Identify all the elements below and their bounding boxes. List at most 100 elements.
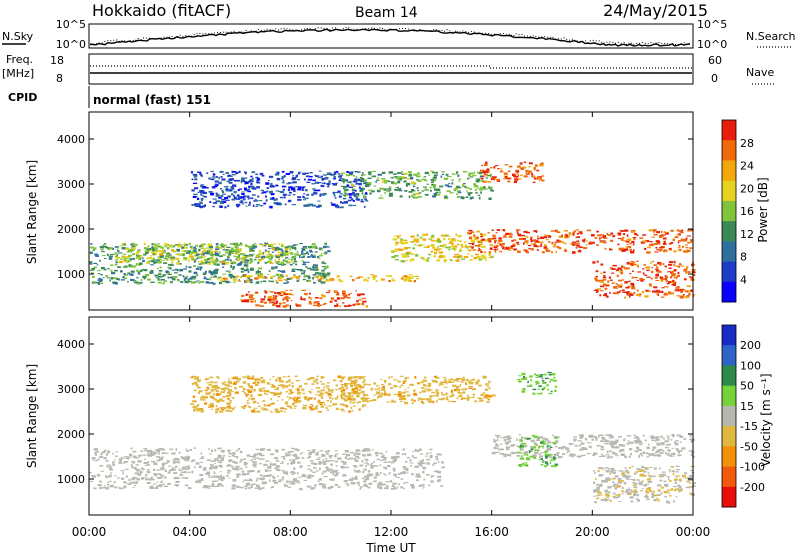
echo-cell xyxy=(449,395,454,398)
echo-cell xyxy=(499,443,503,445)
echo-cell xyxy=(441,394,445,396)
echo-cell xyxy=(398,393,402,397)
echo-cell xyxy=(342,404,347,406)
echo-cell xyxy=(240,256,245,259)
echo-cell xyxy=(583,238,586,240)
echo-cell xyxy=(368,171,372,174)
echo-cell xyxy=(311,475,315,477)
echo-cell xyxy=(520,174,523,176)
echo-cell xyxy=(638,449,642,452)
echo-cell xyxy=(407,386,410,389)
echo-cell xyxy=(419,484,423,487)
echo-cell xyxy=(660,435,663,438)
echo-cell xyxy=(165,258,169,261)
echo-cell xyxy=(350,482,355,485)
echo-cell xyxy=(241,275,245,277)
echo-cell xyxy=(329,478,331,480)
echo-cell xyxy=(313,190,318,192)
echo-cell xyxy=(221,485,224,487)
echo-cell xyxy=(247,299,252,301)
echo-cell xyxy=(114,455,118,457)
echo-cell xyxy=(505,446,510,449)
echo-cell xyxy=(237,189,240,192)
echo-cell xyxy=(412,193,416,196)
echo-cell xyxy=(457,256,460,259)
echo-cell xyxy=(210,192,215,196)
echo-cell xyxy=(156,450,161,453)
echo-cell xyxy=(505,442,509,446)
echo-cell xyxy=(270,291,274,293)
echo-cell xyxy=(222,280,227,283)
echo-cell xyxy=(338,195,342,198)
echo-cell xyxy=(228,249,233,251)
echo-cell xyxy=(447,176,452,178)
echo-cell xyxy=(400,384,404,387)
colorbar-tick-label: 28 xyxy=(740,137,754,150)
echo-cell xyxy=(404,377,407,379)
echo-cell xyxy=(488,251,491,254)
echo-cell xyxy=(503,453,508,456)
echo-cell xyxy=(261,477,265,480)
echo-cell xyxy=(236,194,240,197)
echo-cell xyxy=(629,280,631,282)
echo-cell xyxy=(326,400,329,402)
echo-cell xyxy=(417,382,420,385)
echo-cell xyxy=(548,392,553,395)
echo-cell xyxy=(328,388,330,391)
echo-cell xyxy=(348,172,353,175)
echo-cell xyxy=(108,467,113,469)
echo-cell xyxy=(603,237,608,239)
echo-cell xyxy=(216,376,219,378)
echo-cell xyxy=(120,487,124,490)
echo-cell xyxy=(443,177,449,180)
echo-cell xyxy=(417,195,422,198)
echo-cell xyxy=(253,381,257,384)
echo-cell xyxy=(407,178,410,180)
echo-cell xyxy=(356,470,361,472)
echo-cell xyxy=(313,380,317,383)
echo-cell xyxy=(255,256,259,258)
echo-cell xyxy=(247,190,251,193)
echo-cell xyxy=(621,444,625,447)
echo-cell xyxy=(357,449,360,451)
echo-cell xyxy=(213,472,216,475)
echo-cell xyxy=(336,204,338,206)
echo-cell xyxy=(406,251,412,254)
echo-cell xyxy=(305,261,310,263)
echo-cell xyxy=(636,289,639,292)
echo-cell xyxy=(629,262,632,265)
echo-cell xyxy=(212,460,216,462)
echo-cell xyxy=(400,486,404,489)
echo-cell xyxy=(322,294,326,298)
echo-cell xyxy=(488,240,492,243)
echo-cell xyxy=(305,189,308,192)
echo-cell xyxy=(279,270,285,272)
echo-cell xyxy=(196,405,199,408)
echo-cell xyxy=(312,188,316,190)
echo-cell xyxy=(396,452,400,455)
echo-cell xyxy=(120,279,125,281)
echo-cell xyxy=(306,379,311,381)
echo-cell xyxy=(636,260,639,262)
echo-cell xyxy=(402,242,405,245)
echo-cell xyxy=(550,390,553,393)
echo-cell xyxy=(500,437,503,439)
echo-cell xyxy=(628,293,633,296)
echo-cell xyxy=(285,471,288,474)
echo-cell xyxy=(167,255,169,257)
echo-cell xyxy=(503,439,507,442)
echo-cell xyxy=(660,449,664,451)
echo-cell xyxy=(399,386,402,388)
echo-cell xyxy=(390,462,395,464)
echo-cell xyxy=(334,191,338,194)
echo-cell xyxy=(166,244,170,246)
echo-cell xyxy=(643,264,646,266)
echo-cell xyxy=(295,379,300,382)
echo-cell xyxy=(566,451,569,454)
echo-cell xyxy=(221,457,225,460)
echo-cell xyxy=(469,259,473,261)
echo-cell xyxy=(321,454,326,457)
echo-cell xyxy=(495,443,498,446)
echo-cell xyxy=(626,263,630,265)
echo-cell xyxy=(656,450,661,453)
